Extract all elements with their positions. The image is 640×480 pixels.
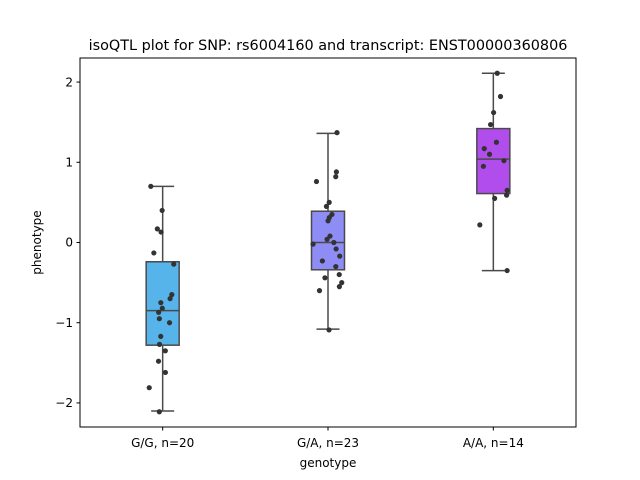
y-tick-label: 2	[65, 75, 73, 89]
data-point	[326, 199, 332, 205]
data-point	[333, 174, 339, 180]
data-point	[171, 261, 177, 267]
data-point	[146, 385, 152, 391]
data-point	[337, 253, 343, 259]
data-point	[486, 151, 493, 157]
axes-frame	[79, 57, 577, 428]
data-point	[324, 236, 330, 242]
data-point	[501, 158, 507, 164]
y-tick-label: 0	[65, 236, 73, 250]
data-point	[159, 207, 165, 214]
data-point	[487, 121, 494, 128]
y-axis-label: phenotype	[30, 210, 44, 274]
data-point	[156, 316, 162, 322]
data-point	[313, 178, 320, 185]
data-point	[151, 250, 157, 256]
y-tick-label: −2	[55, 396, 73, 410]
data-point	[310, 241, 316, 247]
chart-title: isoQTL plot for SNP: rs6004160 and trans…	[89, 38, 568, 54]
plot-area: −2 −1 0 1 2 G/G, n=20 G/A, n=23 A/A, n=14	[55, 70, 524, 450]
data-point	[504, 267, 510, 274]
data-point	[497, 93, 504, 100]
y-tick-label: −1	[55, 316, 73, 330]
data-point	[167, 296, 173, 302]
data-point	[158, 333, 164, 339]
data-point	[504, 192, 510, 198]
data-point	[156, 309, 162, 315]
x-tick-label: G/G, n=20	[131, 436, 194, 450]
data-point	[323, 203, 330, 210]
data-point	[162, 348, 168, 354]
data-point	[158, 229, 164, 235]
data-point	[322, 275, 328, 281]
data-point	[154, 226, 160, 232]
data-point	[326, 327, 332, 333]
data-point	[148, 183, 154, 189]
data-point	[336, 284, 342, 290]
data-point	[494, 70, 500, 76]
data-point	[336, 271, 342, 278]
data-point	[156, 341, 163, 347]
data-point	[166, 320, 173, 326]
data-point	[492, 195, 498, 201]
data-point	[491, 109, 497, 116]
box-group-3	[476, 70, 511, 274]
data-point	[158, 300, 164, 306]
data-point	[333, 263, 339, 270]
data-point	[162, 369, 169, 376]
data-point	[333, 169, 339, 175]
data-point	[316, 288, 323, 294]
data-point	[155, 358, 162, 364]
box-group-2	[310, 130, 346, 333]
data-point	[325, 218, 331, 224]
data-point	[480, 163, 486, 169]
data-point	[477, 222, 483, 228]
data-point	[339, 280, 345, 286]
data-point	[159, 305, 165, 311]
data-point	[169, 292, 175, 298]
data-point	[331, 239, 337, 246]
x-axis-label: genotype	[300, 456, 357, 470]
y-tick-label: 1	[65, 155, 73, 169]
data-point	[156, 409, 162, 415]
x-tick-label: G/A, n=23	[297, 436, 359, 450]
box-group-1	[145, 183, 180, 415]
data-point	[493, 139, 499, 145]
data-point	[319, 258, 325, 264]
data-point	[504, 187, 510, 193]
data-point	[481, 146, 487, 152]
x-tick-label: A/A, n=14	[463, 436, 524, 450]
data-point	[334, 130, 340, 136]
data-point	[333, 246, 339, 252]
